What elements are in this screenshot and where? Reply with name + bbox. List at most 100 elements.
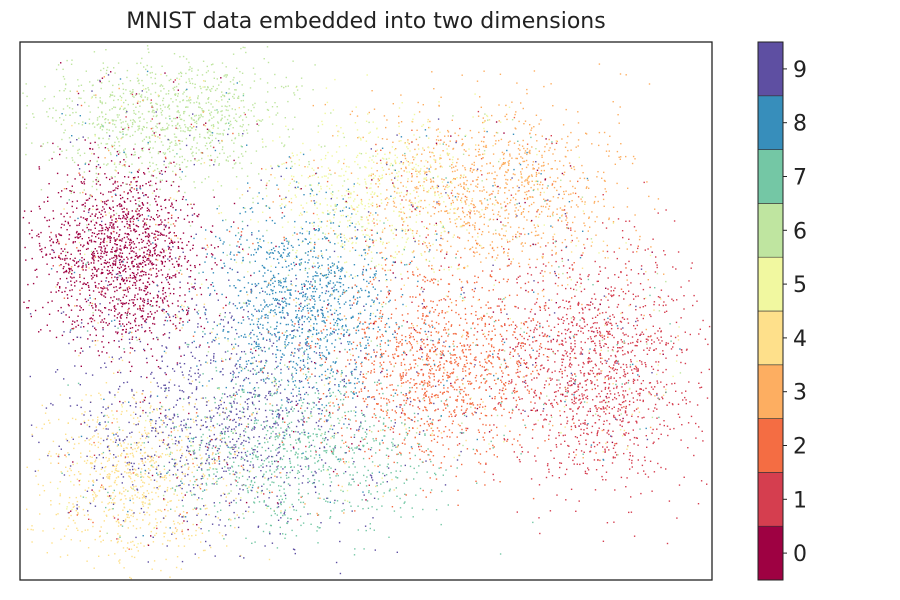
scatter-point [608, 155, 610, 157]
scatter-point [583, 321, 586, 323]
scatter-point [50, 244, 52, 247]
scatter-point [403, 195, 405, 198]
scatter-point [105, 251, 107, 254]
scatter-point [566, 308, 569, 310]
scatter-point [582, 361, 584, 364]
scatter-point [56, 238, 59, 241]
scatter-point [483, 378, 485, 380]
scatter-point [665, 342, 667, 344]
scatter-point [71, 323, 73, 325]
scatter-point [345, 441, 347, 443]
scatter-point [628, 238, 630, 240]
scatter-point [445, 407, 447, 409]
scatter-point [153, 316, 155, 319]
scatter-point [379, 362, 381, 364]
scatter-point [466, 214, 468, 216]
scatter-point [410, 366, 412, 369]
scatter-point [463, 149, 465, 151]
scatter-point [149, 316, 151, 318]
scatter-point [429, 491, 432, 494]
scatter-point [574, 230, 576, 232]
scatter-point [132, 314, 135, 316]
scatter-point [503, 393, 505, 395]
scatter-point [520, 171, 522, 173]
scatter-point [138, 215, 141, 218]
scatter-point [197, 215, 199, 218]
scatter-point [126, 289, 129, 291]
scatter-point [363, 376, 365, 378]
scatter-point [430, 300, 432, 302]
scatter-point [548, 434, 550, 437]
scatter-point [144, 194, 147, 196]
scatter-point [144, 264, 147, 266]
scatter-point [592, 303, 594, 305]
scatter-point [362, 397, 364, 400]
scatter-point [464, 411, 467, 413]
scatter-point [210, 253, 213, 255]
scatter-point [574, 425, 576, 427]
scatter-point [146, 361, 148, 364]
scatter-point [527, 415, 529, 417]
scatter-point [88, 170, 91, 172]
scatter-point [188, 319, 191, 321]
scatter-point [597, 430, 599, 432]
scatter-point [522, 345, 524, 347]
scatter-point [81, 266, 83, 268]
scatter-point [488, 172, 490, 174]
scatter-point [92, 205, 94, 207]
scatter-point [459, 388, 461, 391]
scatter-point [678, 484, 681, 486]
scatter-point [570, 321, 573, 323]
scatter-point [159, 134, 161, 136]
scatter-point [518, 396, 520, 398]
scatter-point [592, 340, 594, 342]
scatter-point [477, 429, 480, 431]
scatter-point [67, 297, 69, 299]
scatter-point [111, 177, 113, 179]
scatter-point [504, 385, 506, 387]
scatter-point [504, 162, 506, 164]
scatter-point [140, 208, 142, 210]
scatter-point [497, 190, 500, 192]
scatter-point [361, 328, 363, 330]
scatter-point [581, 307, 583, 309]
scatter-point [135, 317, 137, 320]
scatter-point [386, 161, 388, 163]
scatter-point [527, 338, 529, 341]
scatter-point [539, 326, 541, 329]
scatter-point [94, 309, 97, 311]
scatter-point [105, 200, 108, 202]
scatter-point [493, 346, 495, 349]
scatter-point [113, 226, 115, 228]
scatter-point [503, 252, 505, 254]
scatter-point [138, 287, 141, 289]
scatter-point [422, 207, 424, 210]
scatter-point [627, 351, 629, 353]
scatter-point [622, 363, 625, 366]
scatter-point [502, 343, 504, 346]
scatter-point [672, 346, 674, 348]
scatter-point [644, 459, 646, 462]
scatter-point [434, 364, 436, 367]
scatter-point [126, 323, 128, 326]
scatter-point [450, 180, 452, 183]
scatter-point [479, 154, 481, 156]
scatter-point [117, 331, 119, 333]
scatter-point [630, 342, 632, 344]
scatter-point [170, 184, 173, 187]
scatter-point [633, 368, 635, 370]
scatter-point [355, 361, 357, 364]
scatter-point [173, 266, 175, 268]
scatter-point [619, 409, 621, 411]
scatter-point [569, 276, 571, 278]
scatter-point [559, 160, 561, 162]
scatter-point [289, 157, 292, 159]
scatter-point [660, 330, 662, 332]
scatter-point [421, 380, 423, 383]
scatter-point [435, 129, 438, 131]
scatter-point [420, 418, 423, 420]
scatter-point [358, 391, 360, 393]
scatter-point [527, 281, 530, 283]
scatter-point [516, 326, 518, 328]
scatter-point [624, 412, 627, 414]
